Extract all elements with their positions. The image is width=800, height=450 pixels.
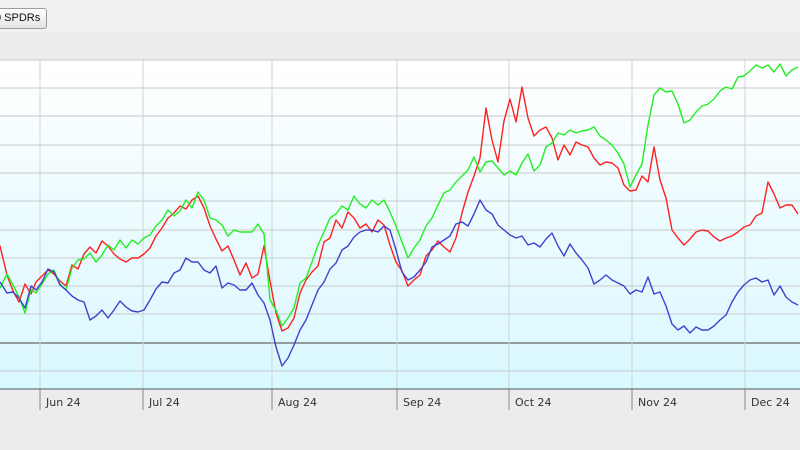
x-tick-label-3: Sep 24 [403,396,441,409]
chart-svg: Jun 24 Jul 24 Aug 24 Sep 24 Oct 24 Nov 24 Dec … [0,59,800,410]
spdrs-button[interactable]: 0 SPDRs [0,8,48,29]
x-tick-label-2: Aug 24 [278,396,317,409]
x-tick-label-4: Oct 24 [515,396,552,409]
series-lines [0,63,799,367]
x-tick-label-1: Jul 24 [148,396,180,409]
plot-background [0,60,800,390]
x-tick-label-0: Jun 24 [45,396,81,409]
chart-toolbar: 0 SPDRs [0,0,800,32]
x-tick-label-5: Nov 24 [638,396,677,409]
x-tick-label-6: Dec 24 [751,396,790,409]
x-axis: Jun 24 Jul 24 Aug 24 Sep 24 Oct 24 Nov 24 Dec … [0,388,800,410]
series-line-0 [0,86,799,332]
series-line-1 [0,63,799,327]
series-line-2 [0,199,799,367]
line-chart: Jun 24 Jul 24 Aug 24 Sep 24 Oct 24 Nov 24 Dec … [0,32,800,436]
